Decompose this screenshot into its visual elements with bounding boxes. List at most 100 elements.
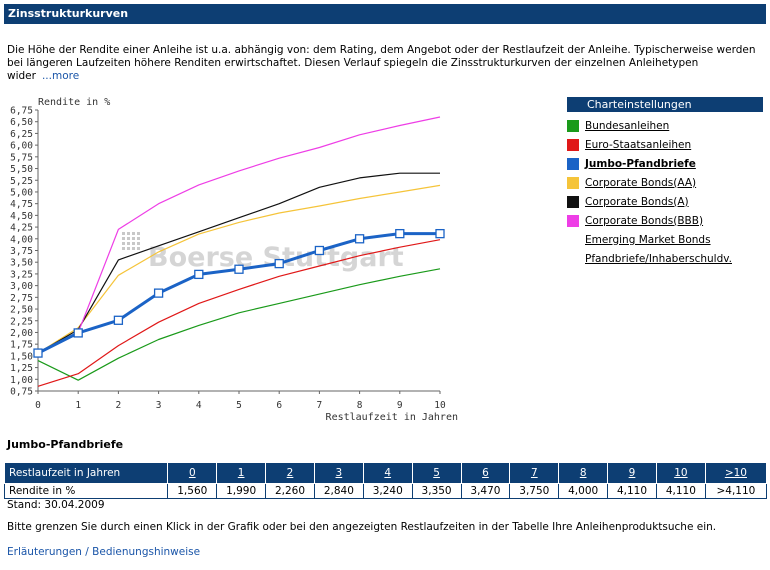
table-column-link[interactable]: >10	[725, 467, 747, 479]
table-column-link[interactable]: 2	[287, 467, 294, 479]
watermark-dot	[132, 247, 135, 250]
setting-item-label[interactable]: Corporate Bonds(A)	[585, 196, 689, 208]
table-column-link[interactable]: 9	[629, 467, 636, 479]
y-tick-label: 1,25	[10, 363, 33, 374]
data-point-marker[interactable]	[34, 349, 42, 357]
y-tick-label: 5,75	[10, 152, 33, 163]
table-column-header[interactable]: 7	[510, 463, 559, 484]
series-color-swatch	[567, 196, 579, 208]
table-cell: 3,350	[412, 484, 461, 499]
data-point-marker[interactable]	[74, 329, 82, 337]
setting-item[interactable]: Jumbo-Pfandbriefe	[567, 154, 763, 173]
table-column-link[interactable]: 3	[336, 467, 343, 479]
table-column-header[interactable]: 1	[217, 463, 266, 484]
chart-settings-panel: Charteinstellungen Bundesanleihen Euro-St…	[567, 97, 763, 268]
setting-item[interactable]: Euro-Staatsanleihen	[567, 135, 763, 154]
table-column-header[interactable]: 2	[266, 463, 315, 484]
setting-item-label[interactable]: Jumbo-Pfandbriefe	[585, 158, 696, 170]
x-tick-label: 10	[434, 400, 446, 411]
data-point-marker[interactable]	[436, 230, 444, 238]
y-tick-label: 4,25	[10, 223, 33, 234]
watermark-dot	[132, 242, 135, 245]
table-column-header[interactable]: 9	[608, 463, 657, 484]
y-tick-label: 2,50	[10, 305, 33, 316]
data-point-marker[interactable]	[396, 230, 404, 238]
intro-text: Die Höhe der Rendite einer Anleihe ist u…	[7, 44, 756, 82]
series-color-swatch	[567, 177, 579, 189]
data-point-marker[interactable]	[155, 289, 163, 297]
hint-text: Bitte grenzen Sie durch einen Klick in d…	[7, 521, 716, 533]
setting-item-label[interactable]: Corporate Bonds(AA)	[585, 177, 696, 189]
setting-item-label[interactable]: Pfandbriefe/Inhaberschuldv.	[585, 253, 732, 265]
table-column-link[interactable]: 4	[384, 467, 391, 479]
data-point-marker[interactable]	[275, 260, 283, 268]
help-link[interactable]: Erläuterungen / Bedienungshinweise	[7, 546, 200, 558]
y-tick-label: 5,25	[10, 176, 33, 187]
table-column-header[interactable]: 6	[461, 463, 510, 484]
series-line[interactable]	[38, 269, 440, 380]
table-column-link[interactable]: 8	[580, 467, 587, 479]
table-cell: 1,560	[168, 484, 217, 499]
table-row-label: Rendite in %	[5, 484, 168, 499]
watermark-dot	[122, 247, 125, 250]
setting-item[interactable]: Bundesanleihen	[567, 116, 763, 135]
table-column-link[interactable]: 10	[674, 467, 687, 479]
data-point-marker[interactable]	[114, 316, 122, 324]
y-tick-label: 2,00	[10, 328, 33, 339]
y-tick-label: 3,00	[10, 281, 33, 292]
yield-table: Restlaufzeit in Jahren 0 1 2 3 4 5 6 7 8 9 10 >10 Re…	[4, 462, 767, 499]
table-cell: 2,260	[266, 484, 315, 499]
setting-item[interactable]: Corporate Bonds(BBB)	[567, 211, 763, 230]
watermark-dot	[132, 232, 135, 235]
table-column-header[interactable]: 10	[656, 463, 705, 484]
table-cell: 4,110	[656, 484, 705, 499]
table-cell: 4,000	[559, 484, 608, 499]
setting-item[interactable]: Corporate Bonds(AA)	[567, 173, 763, 192]
table-column-header[interactable]: 5	[412, 463, 461, 484]
table-column-link[interactable]: 0	[189, 467, 196, 479]
data-point-marker[interactable]	[356, 235, 364, 243]
watermark-dot	[132, 237, 135, 240]
data-point-marker[interactable]	[235, 265, 243, 273]
table-column-link[interactable]: 7	[531, 467, 538, 479]
y-tick-label: 1,00	[10, 375, 33, 386]
y-tick-label: 6,00	[10, 141, 33, 152]
table-column-header[interactable]: 4	[363, 463, 412, 484]
x-tick-label: 9	[397, 400, 403, 411]
setting-item-label[interactable]: Emerging Market Bonds	[585, 234, 711, 246]
table-column-header[interactable]: 8	[559, 463, 608, 484]
y-tick-label: 2,75	[10, 293, 33, 304]
watermark-dot	[137, 232, 140, 235]
table-title: Jumbo-Pfandbriefe	[7, 438, 123, 451]
watermark-dot	[137, 247, 140, 250]
watermark-dot	[127, 247, 130, 250]
watermark-dot	[137, 242, 140, 245]
table-column-header[interactable]: >10	[705, 463, 766, 484]
y-tick-label: 3,25	[10, 269, 33, 280]
more-link[interactable]: ...more	[42, 70, 79, 82]
setting-item-label[interactable]: Bundesanleihen	[585, 120, 669, 132]
y-tick-label: 2,25	[10, 316, 33, 327]
x-tick-label: 5	[236, 400, 242, 411]
table-column-header[interactable]: 3	[314, 463, 363, 484]
data-point-marker[interactable]	[315, 247, 323, 255]
setting-item-label[interactable]: Euro-Staatsanleihen	[585, 139, 691, 151]
data-point-marker[interactable]	[195, 270, 203, 278]
x-tick-label: 3	[156, 400, 162, 411]
setting-item-label[interactable]: Corporate Bonds(BBB)	[585, 215, 703, 227]
table-cell: 2,840	[314, 484, 363, 499]
y-tick-label: 6,75	[10, 106, 33, 117]
setting-item[interactable]: Corporate Bonds(A)	[567, 192, 763, 211]
table-column-link[interactable]: 6	[482, 467, 489, 479]
table-column-header[interactable]: 0	[168, 463, 217, 484]
yield-curve-chart[interactable]: Boerse Stuttgart 6,756,506,256,005,755,50…	[0, 90, 560, 435]
x-axis-label: Restlaufzeit in Jahren	[326, 412, 458, 423]
table-cell: 3,470	[461, 484, 510, 499]
y-tick-label: 4,00	[10, 234, 33, 245]
table-column-link[interactable]: 1	[238, 467, 245, 479]
watermark-dot	[122, 237, 125, 240]
table-column-link[interactable]: 5	[433, 467, 440, 479]
setting-item[interactable]: Emerging Market Bonds	[567, 230, 763, 249]
setting-item[interactable]: Pfandbriefe/Inhaberschuldv.	[567, 249, 763, 268]
y-tick-label: 6,25	[10, 129, 33, 140]
